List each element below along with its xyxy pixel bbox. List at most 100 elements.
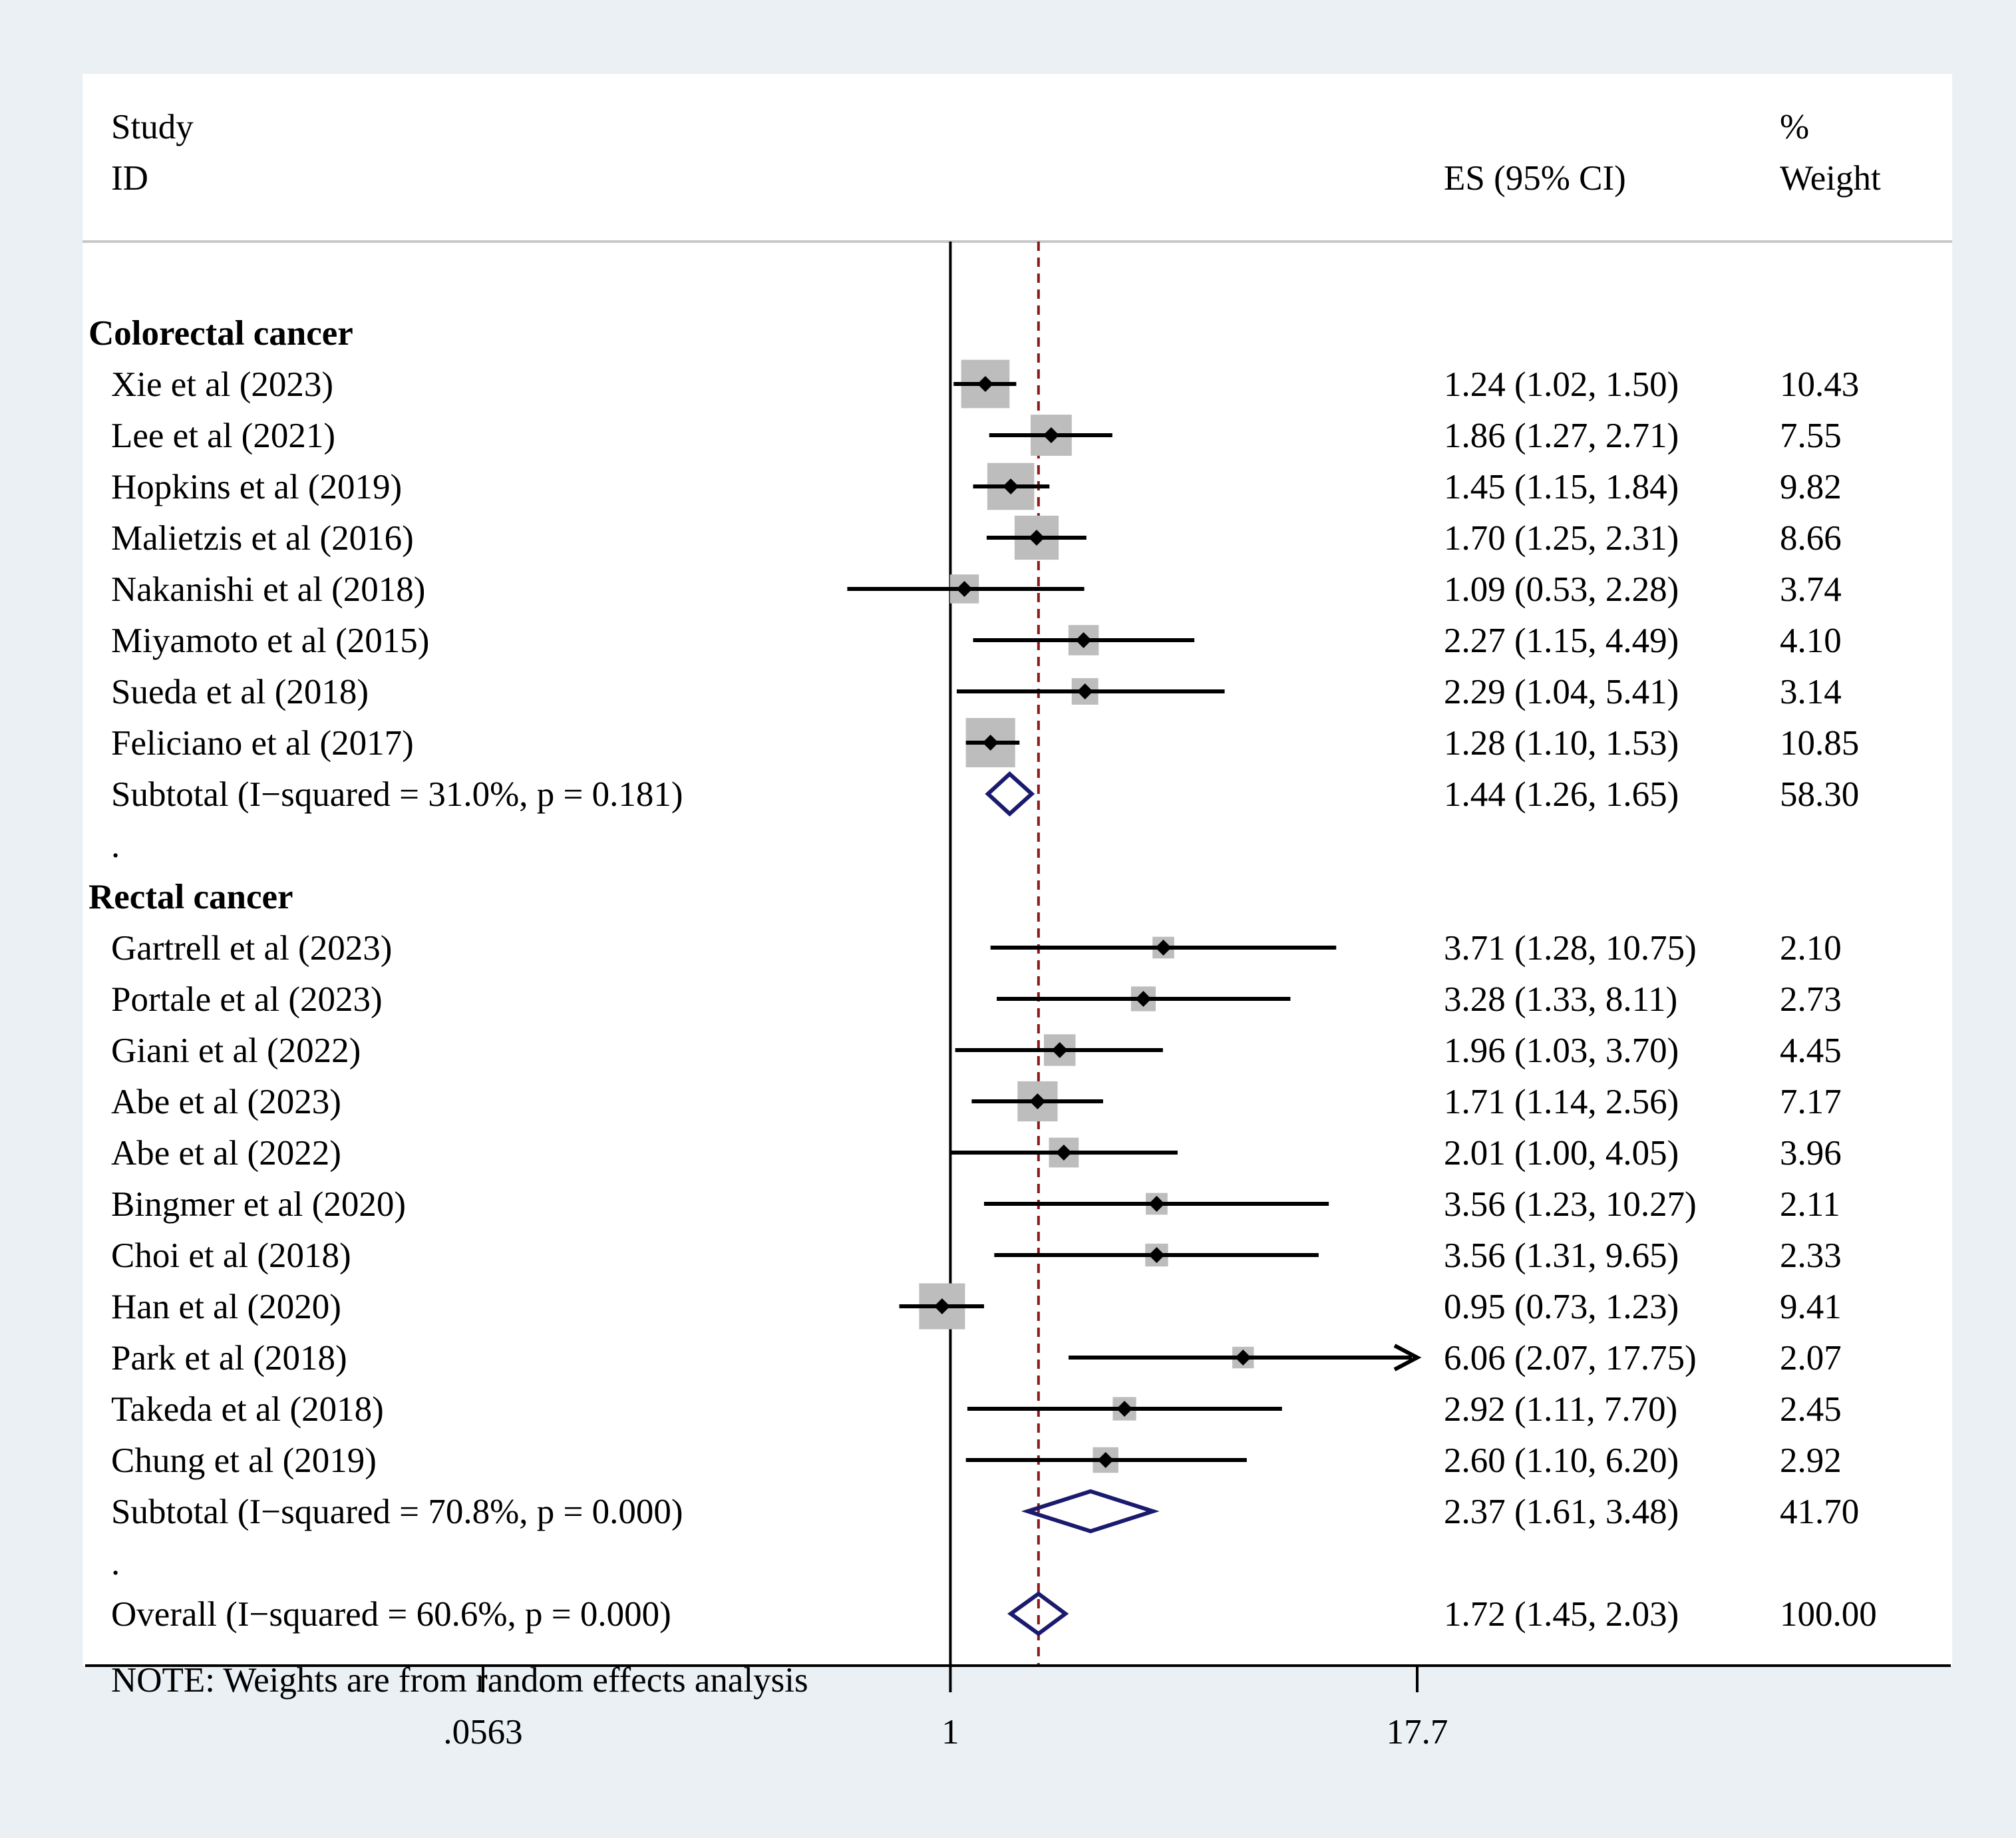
header-es: ES (95% CI)	[1444, 159, 1626, 198]
point-estimate	[1029, 1093, 1046, 1109]
point-estimate	[956, 581, 973, 597]
study-es-ci: 1.24 (1.02, 1.50)	[1444, 365, 1679, 404]
study-label: Abe et al (2022)	[111, 1134, 341, 1173]
study-weight: 4.45	[1780, 1031, 1842, 1070]
footnote: NOTE: Weights are from random effects an…	[111, 1661, 808, 1700]
group-separator: .	[111, 1544, 120, 1582]
study-label: Giani et al (2022)	[111, 1031, 361, 1070]
subtotal-es-ci: 2.37 (1.61, 3.48)	[1444, 1493, 1679, 1531]
point-estimate	[1043, 427, 1059, 443]
overall-weight: 100.00	[1780, 1595, 1877, 1634]
study-es-ci: 2.27 (1.15, 4.49)	[1444, 622, 1679, 660]
study-es-ci: 1.45 (1.15, 1.84)	[1444, 468, 1679, 506]
study-weight: 9.82	[1780, 468, 1842, 506]
study-label: Nakanishi et al (2018)	[111, 570, 425, 609]
study-weight: 10.85	[1780, 724, 1859, 763]
header-weight: Weight	[1780, 159, 1881, 198]
study-label: Malietzis et al (2016)	[111, 519, 414, 558]
overall-diamond	[1007, 1591, 1069, 1636]
study-label: Miyamoto et al (2015)	[111, 622, 429, 660]
point-estimate	[1028, 530, 1045, 546]
point-estimate	[1235, 1350, 1252, 1366]
header-study: Study	[111, 108, 194, 146]
study-label: Bingmer et al (2020)	[111, 1185, 406, 1224]
point-estimate	[977, 376, 993, 392]
point-estimate	[1051, 1042, 1068, 1058]
overall-es-ci: 1.72 (1.45, 2.03)	[1444, 1595, 1679, 1634]
study-es-ci: 1.28 (1.10, 1.53)	[1444, 724, 1679, 763]
study-weight: 7.55	[1780, 417, 1842, 455]
study-label: Han et al (2020)	[111, 1288, 341, 1326]
point-estimate	[1155, 940, 1172, 956]
study-weight: 2.33	[1780, 1236, 1842, 1275]
study-es-ci: 2.01 (1.00, 4.05)	[1444, 1134, 1679, 1173]
point-estimate	[1077, 683, 1093, 699]
study-es-ci: 1.70 (1.25, 2.31)	[1444, 519, 1679, 558]
plot-panel	[83, 74, 1952, 1666]
study-label: Choi et al (2018)	[111, 1236, 351, 1275]
subtotal-diamond	[1021, 1489, 1160, 1534]
subtotal-diamond	[985, 771, 1035, 817]
study-weight: 3.14	[1780, 673, 1842, 711]
study-weight: 2.73	[1780, 980, 1842, 1019]
point-estimate	[1148, 1247, 1165, 1263]
study-es-ci: 3.56 (1.31, 9.65)	[1444, 1236, 1679, 1275]
study-es-ci: 1.86 (1.27, 2.71)	[1444, 417, 1679, 455]
x-tick-label: 1	[941, 1713, 959, 1751]
point-estimate	[1148, 1196, 1165, 1212]
group-label: Rectal cancer	[88, 878, 293, 916]
study-es-ci: 1.96 (1.03, 3.70)	[1444, 1031, 1679, 1070]
ci-arrow	[1393, 1344, 1422, 1372]
point-estimate	[1116, 1401, 1133, 1417]
study-es-ci: 2.60 (1.10, 6.20)	[1444, 1441, 1679, 1480]
study-label: Xie et al (2023)	[111, 365, 333, 404]
study-weight: 7.17	[1780, 1083, 1842, 1121]
study-weight: 2.07	[1780, 1339, 1842, 1378]
study-weight: 2.11	[1780, 1185, 1840, 1224]
overall-label: Overall (I−squared = 60.6%, p = 0.000)	[111, 1595, 671, 1634]
study-es-ci: 0.95 (0.73, 1.23)	[1444, 1288, 1679, 1326]
header-id: ID	[111, 159, 148, 198]
subtotal-weight: 41.70	[1780, 1493, 1859, 1531]
point-estimate	[1055, 1145, 1072, 1161]
study-es-ci: 1.71 (1.14, 2.56)	[1444, 1083, 1679, 1121]
study-weight: 10.43	[1780, 365, 1859, 404]
group-label: Colorectal cancer	[88, 314, 353, 353]
study-weight: 2.45	[1780, 1390, 1842, 1429]
study-weight: 2.10	[1780, 929, 1842, 968]
subtotal-es-ci: 1.44 (1.26, 1.65)	[1444, 775, 1679, 814]
x-tick-label: .0563	[443, 1713, 522, 1751]
study-weight: 9.41	[1780, 1288, 1842, 1326]
study-weight: 3.96	[1780, 1134, 1842, 1173]
study-label: Chung et al (2019)	[111, 1441, 377, 1480]
study-label: Abe et al (2023)	[111, 1083, 341, 1121]
point-estimate	[1075, 632, 1092, 648]
study-es-ci: 6.06 (2.07, 17.75)	[1444, 1339, 1697, 1378]
study-label: Takeda et al (2018)	[111, 1390, 384, 1429]
study-es-ci: 2.29 (1.04, 5.41)	[1444, 673, 1679, 711]
subtotal-label: Subtotal (I−squared = 31.0%, p = 0.181)	[111, 775, 683, 814]
point-estimate	[982, 735, 999, 751]
study-weight: 8.66	[1780, 519, 1842, 558]
study-label: Sueda et al (2018)	[111, 673, 369, 711]
point-estimate	[1003, 478, 1019, 494]
study-weight: 4.10	[1780, 622, 1842, 660]
subtotal-weight: 58.30	[1780, 775, 1859, 814]
point-estimate	[933, 1298, 950, 1314]
x-tick-label: 17.7	[1387, 1713, 1448, 1751]
point-estimate	[1097, 1452, 1114, 1468]
study-label: Lee et al (2021)	[111, 417, 335, 455]
study-weight: 2.92	[1780, 1441, 1842, 1480]
study-es-ci: 1.09 (0.53, 2.28)	[1444, 570, 1679, 609]
study-weight: 3.74	[1780, 570, 1842, 609]
study-label: Hopkins et al (2019)	[111, 468, 402, 506]
study-es-ci: 3.56 (1.23, 10.27)	[1444, 1185, 1697, 1224]
study-label: Gartrell et al (2023)	[111, 929, 392, 968]
study-label: Portale et al (2023)	[111, 980, 383, 1019]
study-es-ci: 2.92 (1.11, 7.70)	[1444, 1390, 1677, 1429]
subtotal-label: Subtotal (I−squared = 70.8%, p = 0.000)	[111, 1493, 683, 1531]
study-label: Feliciano et al (2017)	[111, 724, 414, 763]
study-label: Park et al (2018)	[111, 1339, 347, 1378]
header-percent: %	[1780, 108, 1809, 146]
